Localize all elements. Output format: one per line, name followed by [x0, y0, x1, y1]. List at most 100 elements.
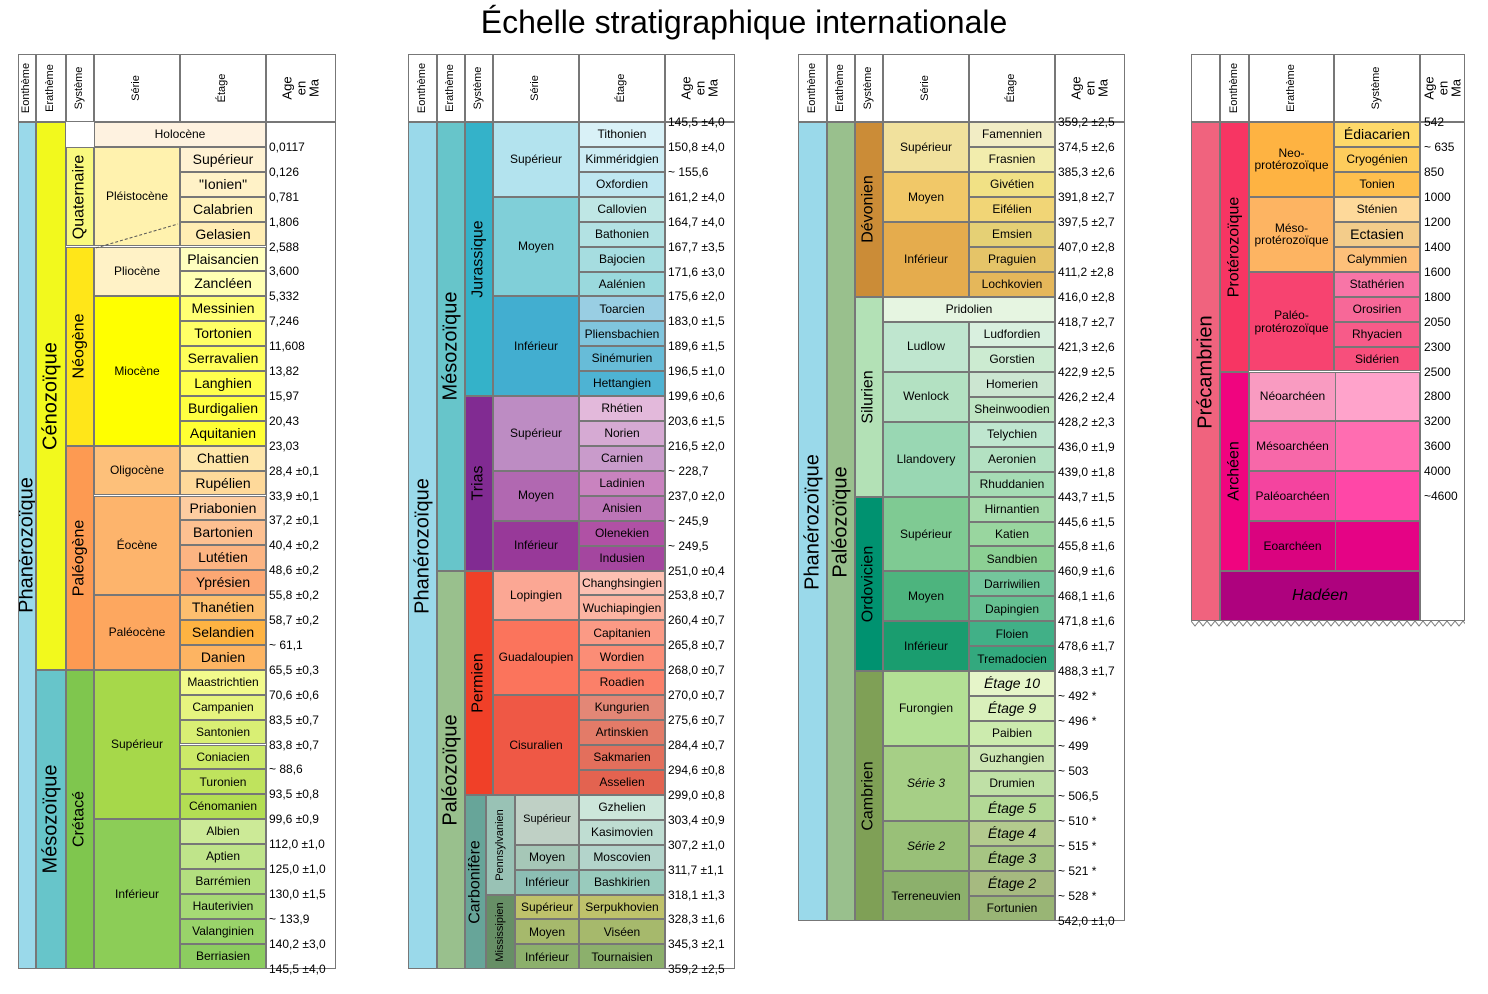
cell-label: Moyen	[907, 189, 945, 204]
age-value: 445,6 ±1,5	[1058, 514, 1115, 529]
unit-olenekien: Olenekien	[579, 520, 665, 546]
unit-jurassique: Jurassique	[465, 122, 493, 397]
cell-label: Paléocène	[108, 625, 166, 640]
header-label: Système	[1370, 66, 1383, 110]
unit-aalenien: Aalénien	[579, 271, 665, 297]
cell-label: Frasnien	[988, 152, 1036, 167]
cell-label: Selandien	[191, 624, 255, 641]
cell-label: Archéen	[1225, 441, 1243, 502]
age-value: ~ 228,7	[668, 463, 709, 478]
cell-label: Supérieur	[899, 139, 953, 154]
cell-label: Aptien	[205, 849, 241, 864]
cell-label: Asselien	[599, 775, 645, 790]
unit-campanien: Campanien	[180, 694, 266, 720]
unit-callovien: Callovien	[579, 196, 665, 222]
header-etage: Étage	[969, 54, 1055, 122]
unit-etage-3: Étage 3	[969, 846, 1055, 872]
unit-pliocene: Pliocène	[94, 246, 180, 297]
cell-label: Langhien	[194, 375, 252, 392]
cell-label: Pléistocène	[105, 189, 169, 204]
age-value: 471,8 ±1,6	[1058, 614, 1115, 629]
age-value: 2050	[1424, 314, 1451, 329]
cell-label: Eifélien	[992, 202, 1032, 217]
cell-label: Cénozoïque	[39, 341, 62, 450]
cell-label: Paléo- protérozoïque	[1254, 307, 1329, 335]
unit-etage-9: Étage 9	[969, 696, 1055, 722]
age-value: 93,5 ±0,8	[269, 787, 319, 802]
cell-label: Bathonien	[594, 226, 650, 241]
cell-label: Floien	[995, 626, 1029, 641]
unit-indusien: Indusien	[579, 545, 665, 571]
unit-neoarcheen: Néoarchéen	[1249, 371, 1420, 422]
cell-label: Emsien	[991, 227, 1032, 242]
cell-label: Lochkovien	[981, 277, 1043, 291]
cell-label: Inférieur	[114, 886, 160, 901]
unit-phanerozoique: Phanérozoïque	[798, 122, 827, 922]
carbonifere-stage-gzhelien: Gzhelien	[579, 794, 665, 820]
page-title: Échelle stratigraphique internationale	[480, 4, 1008, 40]
cell-label: Moscovien	[593, 849, 651, 864]
unit-statherien: Stathérien	[1334, 271, 1420, 297]
unit-miocene: Miocène	[94, 296, 180, 446]
unit-asselien: Asselien	[579, 769, 665, 795]
cell-label: Lutétien	[198, 549, 248, 566]
unit-etage-5: Étage 5	[969, 796, 1055, 822]
age-value: 284,4 ±0,7	[668, 738, 725, 752]
unit-hettangien: Hettangien	[579, 371, 665, 397]
cell-label: Inférieur	[524, 874, 570, 889]
cell-label: Dévonien	[859, 175, 877, 244]
unit-oligocene: Oligocène	[94, 445, 180, 496]
age-value: 411,2 ±2,8	[1058, 264, 1114, 279]
age-value: 23,03	[269, 438, 300, 453]
unit-ectasien: Ectasien	[1334, 221, 1420, 247]
age-value: 167,7 ±3,5	[668, 239, 725, 254]
age-value: 183,0 ±1,5	[668, 314, 725, 329]
cell-label: Zancléen	[194, 275, 252, 292]
cell-label: Praguien	[987, 252, 1037, 267]
header-label: Eonthème	[415, 62, 428, 114]
cell-label: Étage 10	[983, 675, 1041, 692]
unit-silurien: Silurien	[855, 296, 883, 497]
cell-label: Oligocène	[109, 463, 165, 478]
age-value: ~ 492 *	[1058, 689, 1097, 704]
unit-etage-2: Étage 2	[969, 871, 1055, 897]
cell-label: Paléogène	[70, 519, 88, 596]
cell-label: Paléozoïque	[439, 714, 462, 826]
cell-label: Cénomanien	[188, 799, 258, 814]
age-value: 48,6 ±0,2	[269, 563, 319, 578]
age-value: 385,3 ±2,6	[1058, 164, 1115, 179]
cell-label: Turonien	[199, 774, 247, 789]
cell-label: Calabrien	[193, 200, 253, 217]
cell-label: Méso- protérozoïque	[1254, 220, 1329, 248]
unit-siderien: Sidérien	[1334, 346, 1420, 372]
header-label: Eonthème	[805, 62, 818, 114]
unit-burdigalien: Burdigalien	[180, 395, 266, 421]
unit-frasnien: Frasnien	[969, 146, 1055, 172]
age-value: ~ 496 *	[1058, 714, 1097, 729]
unit-langhien: Langhien	[180, 371, 266, 396]
unit-sandbien: Sandbien	[969, 546, 1055, 572]
cell-label: Mésozoïque	[439, 291, 462, 401]
unit-moyen: Moyen	[883, 571, 969, 622]
cell-label: Santonien	[195, 724, 251, 739]
age-column	[1420, 122, 1465, 621]
age-value: ~ 503	[1058, 764, 1089, 779]
cell-label: Rupélien	[195, 474, 251, 491]
unit-fortunien: Fortunien	[969, 896, 1055, 922]
cell-label: Inférieur	[903, 639, 949, 654]
cell-label: Eoarchéen	[1263, 538, 1322, 553]
cell-label: Lopingien	[509, 588, 563, 603]
header-eratheme: Erathème	[1249, 54, 1334, 122]
cell-label: Chattien	[196, 449, 250, 466]
cell-label: Guadaloupien	[498, 650, 574, 665]
unit-permien: Permien	[465, 570, 493, 795]
unit-maastrichtien: Maastrichtien	[180, 669, 266, 695]
header-label: Étage	[216, 73, 229, 103]
unit-mesozoique: Mésozoïque	[36, 669, 66, 969]
unit-givetien: Givétien	[969, 171, 1055, 197]
age-value: 359,2 ±2,5	[1058, 115, 1115, 129]
cell-label: Indusien	[599, 550, 645, 565]
cell-label: Bajocien	[598, 251, 646, 266]
unit-bartonien: Bartonien	[180, 520, 266, 546]
age-value: 145,5 ±4,0	[668, 115, 725, 129]
